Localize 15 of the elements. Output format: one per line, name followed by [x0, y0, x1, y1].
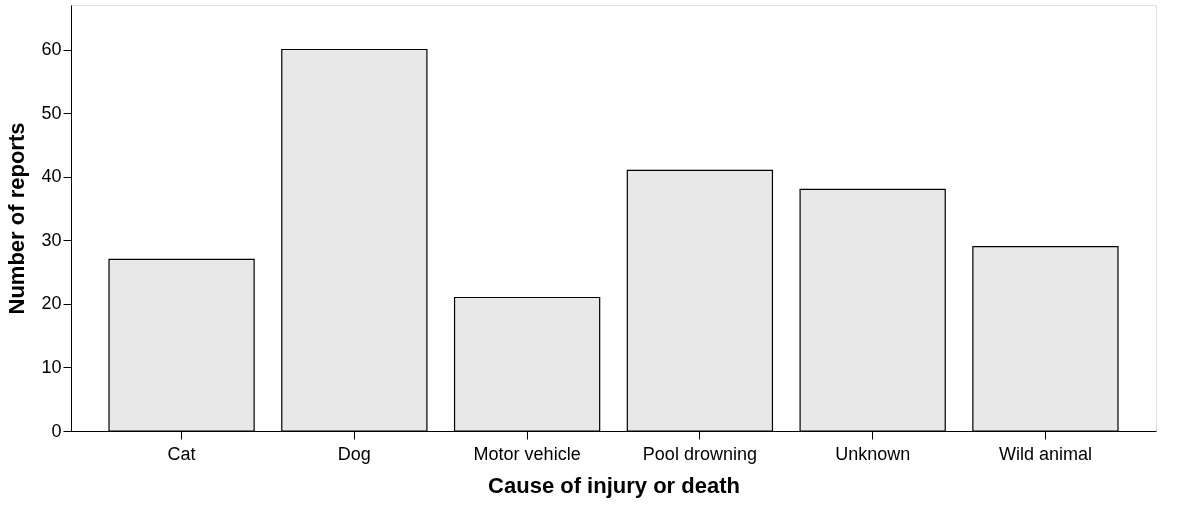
y-tick-label: 0 [51, 420, 62, 441]
y-tick-label: 10 [41, 356, 62, 377]
x-tick-label: Dog [337, 443, 371, 464]
x-tick-label: Cat [167, 443, 196, 464]
y-tick-label: 50 [41, 102, 62, 123]
y-tick-label: 40 [41, 166, 62, 187]
x-tick-label: Motor vehicle [473, 443, 581, 464]
y-tick-label: 60 [41, 39, 62, 60]
y-tick-label: 30 [41, 229, 62, 250]
x-axis-title: Cause of injury or death [488, 472, 740, 498]
x-tick-label: Wild animal [998, 443, 1092, 464]
y-tick-label: 20 [41, 293, 62, 314]
y-axis-title: Number of reports [4, 122, 30, 315]
x-tick-label: Unknown [835, 443, 911, 464]
x-tick-label: Pool drowning [642, 443, 757, 464]
